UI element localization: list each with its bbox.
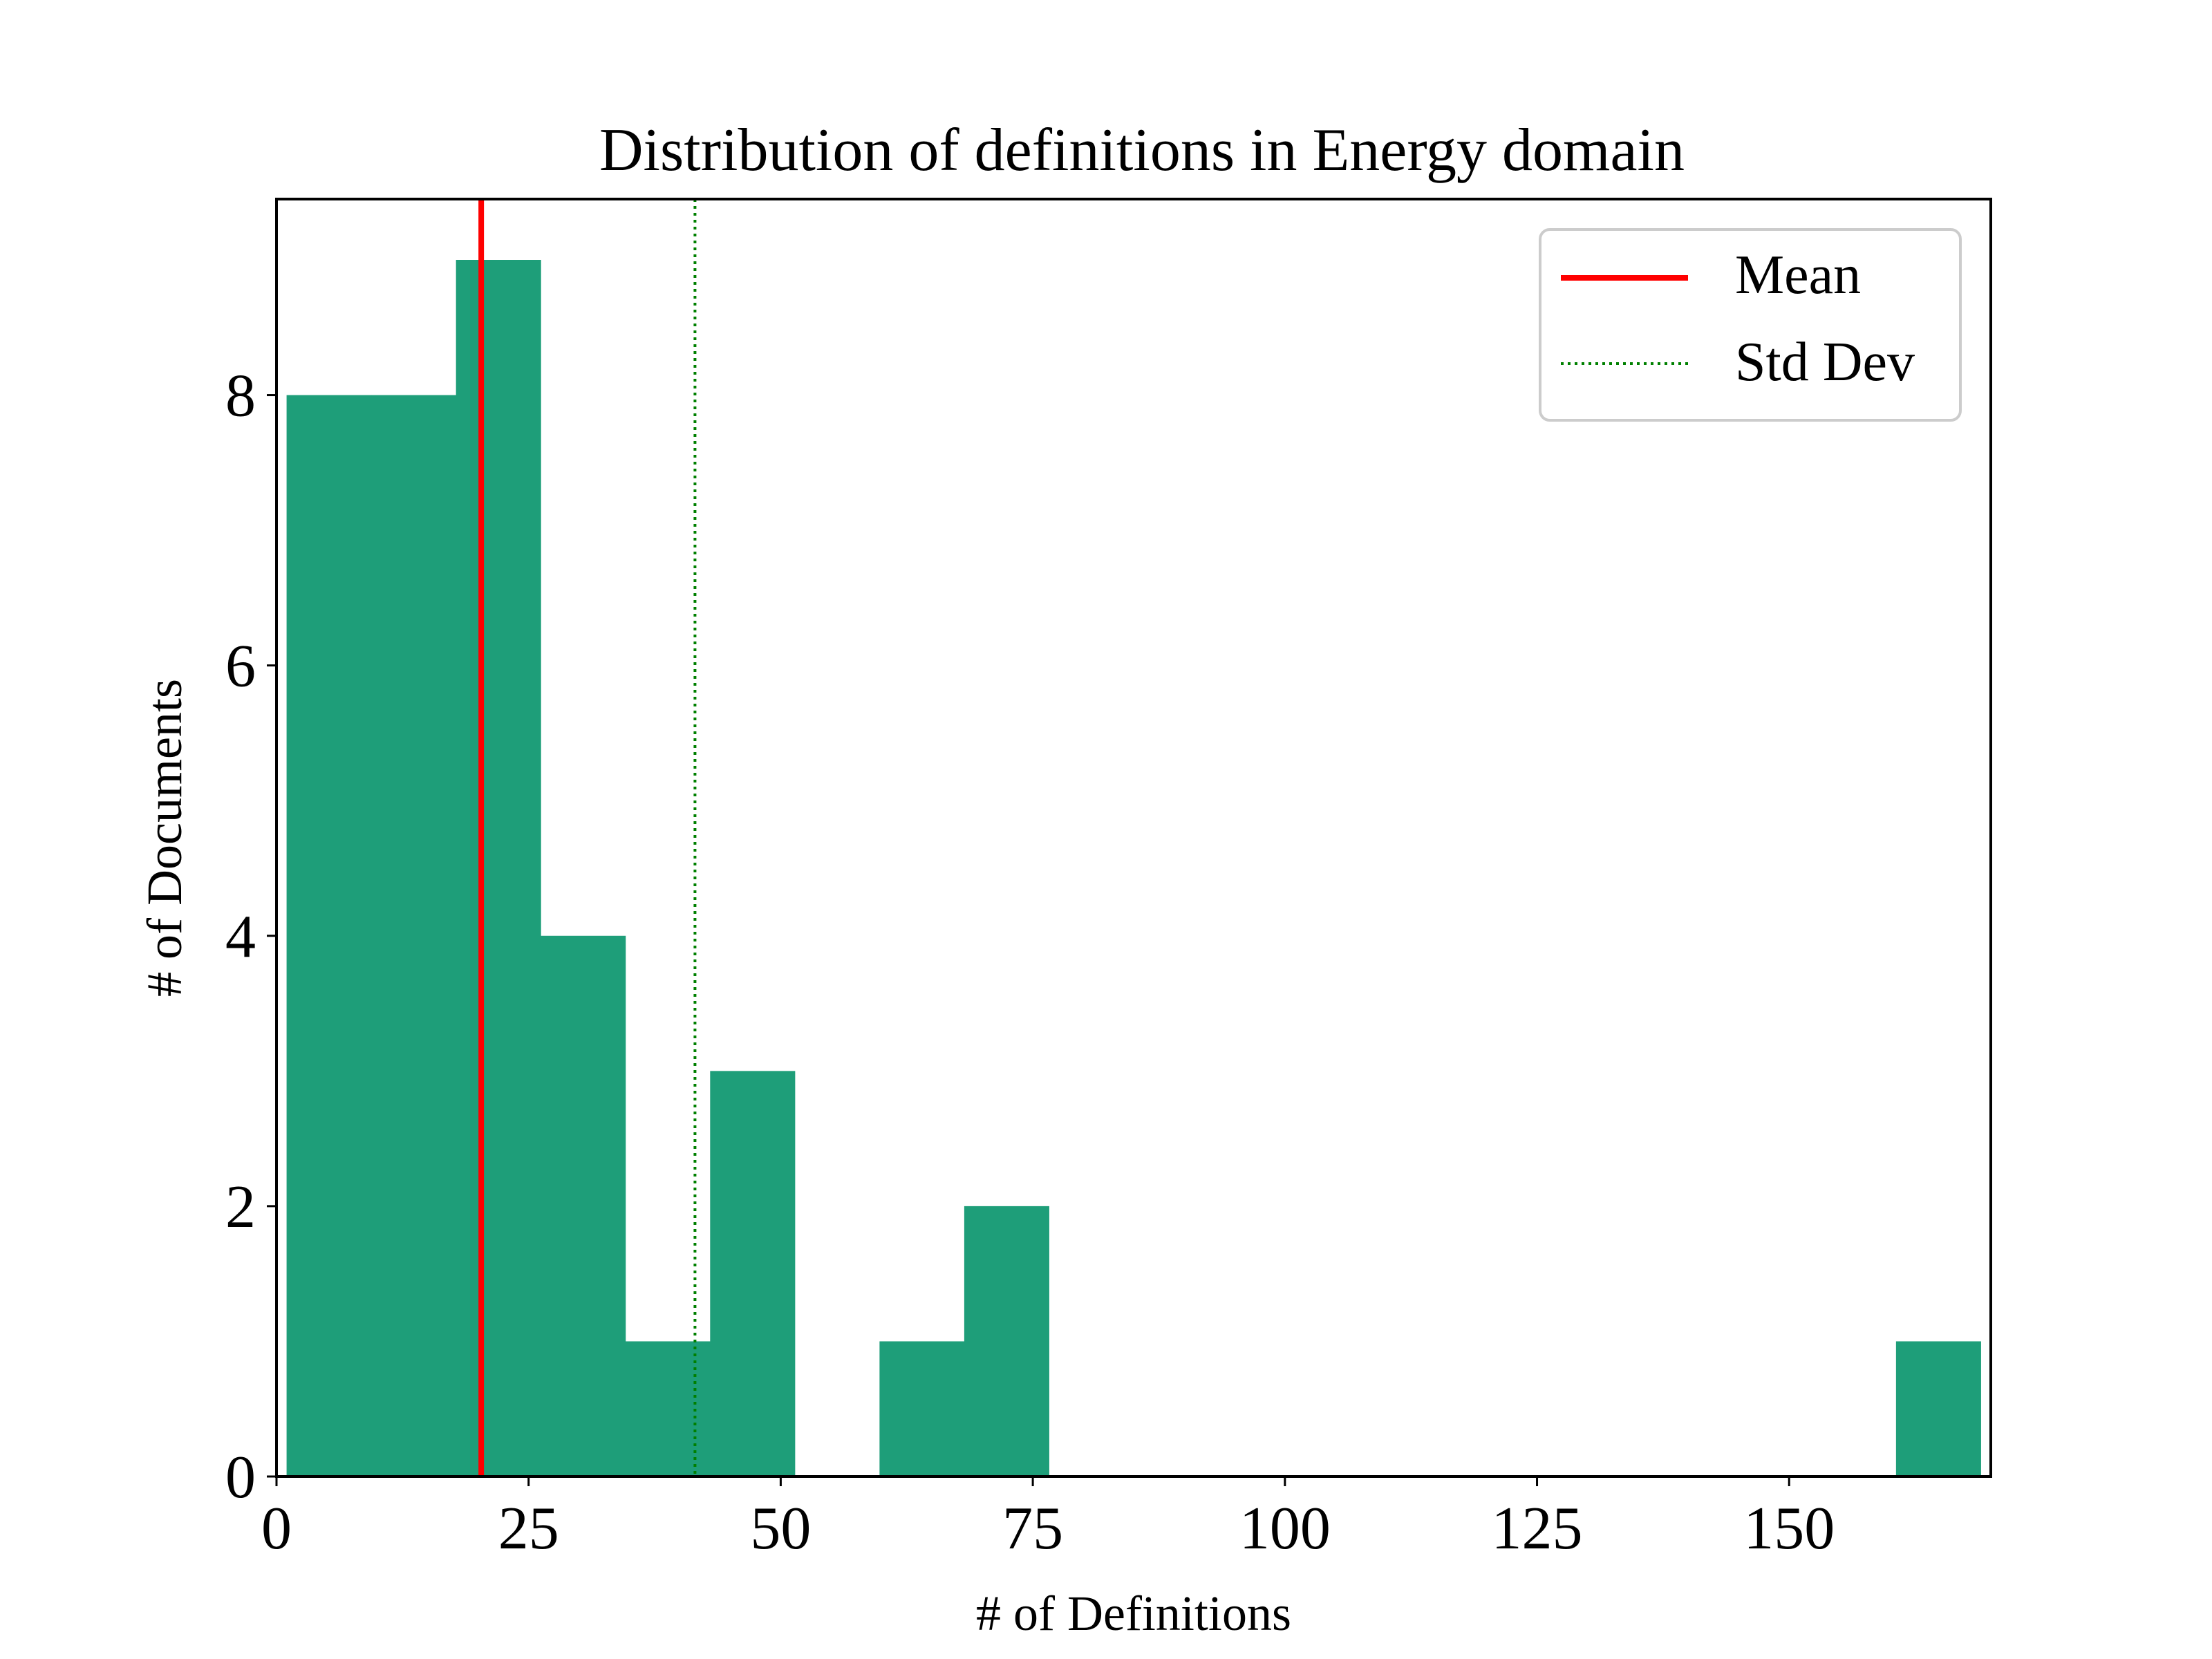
chart-title: Distribution of definitions in Energy do…: [599, 117, 1685, 184]
y-tick-label: 6: [225, 633, 256, 700]
y-axis-label: # of Documents: [137, 679, 192, 997]
x-tick-label: 100: [1239, 1495, 1331, 1562]
y-ticks-group: 0 2 4 6 8: [225, 363, 276, 1511]
legend: Mean Std Dev: [1539, 228, 1962, 422]
histogram-bar-4: [625, 1341, 711, 1477]
y-tick-label: 8: [225, 363, 256, 430]
reference-lines-group: [478, 199, 697, 1477]
y-tick-label: 0: [225, 1444, 256, 1511]
histogram-bar-19: [1895, 1341, 1981, 1477]
x-tick-label: 25: [498, 1495, 559, 1562]
x-ticks-group: 0 25 50 75 100 125 150: [261, 1477, 1835, 1562]
y-tick-label: 2: [225, 1174, 256, 1241]
histogram-bar-8: [964, 1206, 1049, 1477]
histogram-bar-1: [371, 395, 457, 1477]
x-tick-label: 50: [750, 1495, 811, 1562]
histogram-bar-2: [456, 260, 541, 1477]
legend-mean-label: Mean: [1735, 245, 1861, 306]
y-tick-label: 4: [225, 903, 256, 971]
legend-std-dev-label: Std Dev: [1735, 332, 1915, 393]
bars-group: [286, 260, 1981, 1477]
plot-frame: [275, 198, 1992, 1478]
x-tick-label: 125: [1492, 1495, 1583, 1562]
histogram-bar-0: [286, 395, 372, 1477]
histogram-bar-7: [879, 1341, 965, 1477]
x-axis-label: # of Definitions: [976, 1586, 1291, 1641]
histogram-bar-3: [541, 935, 626, 1477]
histogram-bar-5: [710, 1071, 796, 1477]
x-tick-label: 75: [1002, 1495, 1063, 1562]
x-tick-label: 150: [1743, 1495, 1835, 1562]
x-tick-label: 0: [261, 1495, 292, 1562]
